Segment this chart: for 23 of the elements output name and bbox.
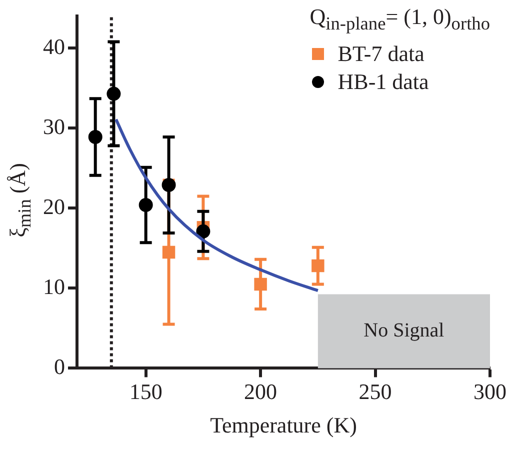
point [88,130,102,144]
point [138,198,153,212]
legend-label: HB-1 data [338,68,429,96]
point [106,86,121,101]
y-tick-label: 40 [43,34,65,59]
y-tick-label: 30 [43,114,65,139]
legend-label: BT-7 data [338,40,424,68]
point [254,278,267,291]
y-tick-label: 10 [43,274,65,299]
x-tick-label: 150 [129,379,162,404]
legend-title: Q$_{in-plane}$= (1, 0)$_{ortho}$ [310,4,490,34]
band-label: No Signal [364,319,445,342]
point [196,224,210,238]
point [162,178,176,192]
point [162,246,176,259]
y-tick-label: 0 [54,354,65,379]
x-tick-label: 250 [358,379,392,404]
x-axis-title: Temperature (K) [210,412,357,438]
line-series [114,118,320,292]
x-tick-label: 300 [474,379,506,404]
point [312,259,324,272]
y-tick-label: 20 [43,194,65,219]
x-tick-label: 200 [244,379,278,404]
